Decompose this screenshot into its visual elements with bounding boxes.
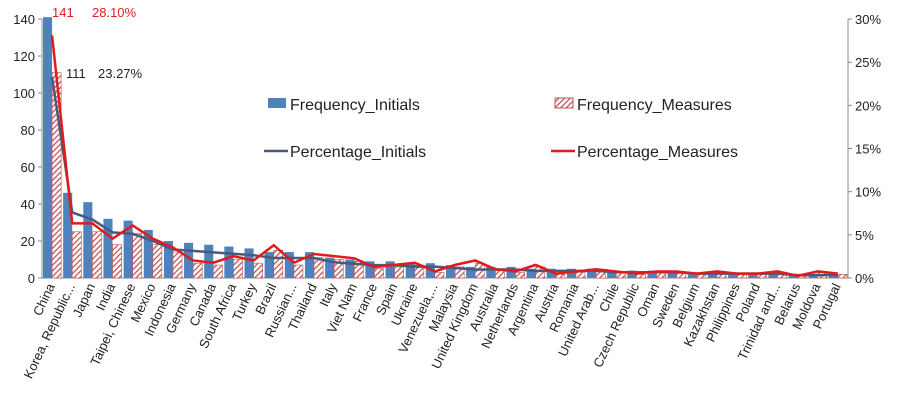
y-tick-label: 0 bbox=[28, 271, 35, 286]
bar bbox=[506, 266, 516, 278]
y2-tick-label: 10% bbox=[855, 185, 881, 200]
bar bbox=[233, 259, 243, 279]
bar bbox=[172, 251, 183, 279]
bar bbox=[264, 252, 274, 278]
bar bbox=[526, 268, 536, 278]
bar bbox=[333, 259, 344, 279]
data-label: 141 bbox=[52, 5, 74, 20]
bar bbox=[454, 266, 465, 279]
legend-swatch bbox=[554, 97, 574, 109]
bar bbox=[587, 268, 597, 278]
y-tick-label: 60 bbox=[21, 160, 35, 175]
data-label: 28.10% bbox=[92, 5, 137, 20]
bar bbox=[293, 264, 304, 279]
y2-tick-label: 0% bbox=[855, 271, 874, 286]
bar bbox=[837, 273, 848, 279]
bar bbox=[748, 272, 758, 278]
bar bbox=[687, 272, 697, 278]
bar bbox=[394, 266, 404, 279]
bar bbox=[385, 261, 395, 278]
bar bbox=[83, 202, 93, 278]
bar bbox=[71, 231, 82, 279]
bar bbox=[405, 263, 415, 278]
bar bbox=[192, 262, 203, 279]
bar bbox=[486, 266, 496, 278]
bar bbox=[667, 270, 677, 278]
bar bbox=[546, 268, 556, 278]
bar bbox=[103, 218, 113, 278]
bar bbox=[728, 272, 738, 278]
bar bbox=[495, 270, 505, 279]
bar bbox=[636, 273, 646, 279]
bar bbox=[253, 262, 263, 279]
y2-tick-label: 20% bbox=[855, 98, 881, 113]
data-label: 23.27% bbox=[98, 66, 143, 81]
bar bbox=[273, 249, 284, 279]
y-tick-label: 100 bbox=[13, 86, 35, 101]
bar bbox=[284, 252, 294, 278]
bar bbox=[434, 272, 445, 279]
bar bbox=[575, 272, 586, 279]
bar bbox=[647, 270, 657, 278]
bar bbox=[325, 257, 335, 278]
bar bbox=[788, 274, 798, 278]
bar bbox=[152, 244, 163, 279]
bar bbox=[132, 233, 143, 279]
y-tick-label: 140 bbox=[13, 12, 35, 27]
data-label: 111 bbox=[66, 66, 86, 81]
y2-tick-label: 15% bbox=[855, 142, 881, 157]
line bbox=[50, 35, 839, 278]
bar bbox=[224, 246, 234, 278]
bar bbox=[768, 272, 778, 278]
y-tick-label: 80 bbox=[21, 123, 35, 138]
bar bbox=[123, 220, 133, 278]
y2-tick-label: 5% bbox=[855, 228, 874, 243]
y2-tick-label: 30% bbox=[855, 12, 881, 27]
bar bbox=[365, 261, 375, 278]
legend-label: Percentage_Measures bbox=[577, 144, 738, 161]
bar bbox=[607, 270, 617, 278]
legend-label: Frequency_Measures bbox=[577, 97, 732, 114]
legend-swatch bbox=[268, 98, 286, 108]
bar bbox=[143, 229, 153, 278]
bar bbox=[555, 273, 566, 279]
bar bbox=[92, 231, 102, 279]
bar bbox=[163, 241, 173, 278]
bar bbox=[184, 242, 194, 278]
bar bbox=[515, 272, 525, 279]
y-tick-label: 40 bbox=[21, 197, 35, 212]
bar bbox=[707, 272, 718, 278]
bar bbox=[345, 259, 355, 278]
y2-tick-label: 25% bbox=[855, 55, 881, 70]
bar bbox=[466, 266, 476, 278]
bar bbox=[63, 192, 73, 278]
legend-label: Percentage_Initials bbox=[290, 144, 426, 161]
bar bbox=[43, 17, 53, 279]
y-tick-label: 20 bbox=[21, 234, 35, 249]
bar bbox=[313, 257, 324, 279]
bar bbox=[212, 264, 223, 279]
bar bbox=[304, 252, 315, 278]
bar bbox=[374, 268, 384, 279]
bar bbox=[566, 268, 576, 278]
legend-label: Frequency_Initials bbox=[290, 97, 420, 114]
bar bbox=[112, 244, 122, 279]
bar bbox=[446, 265, 456, 278]
y-tick-label: 120 bbox=[13, 49, 35, 64]
bar bbox=[244, 248, 254, 278]
